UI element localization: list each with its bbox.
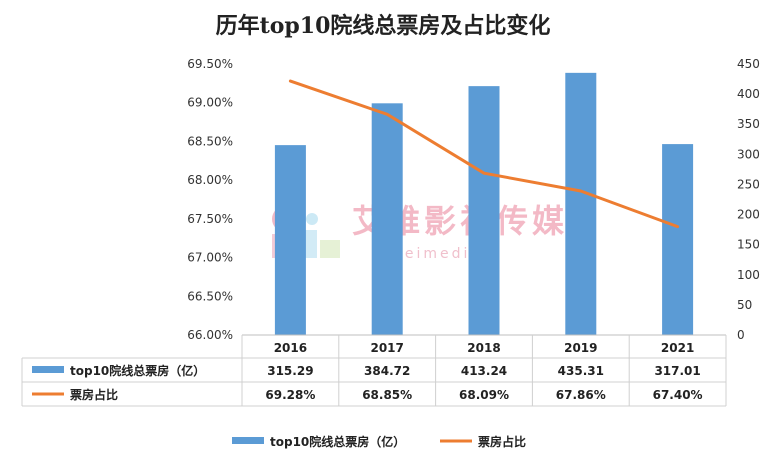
table-line-value: 67.86% — [556, 388, 606, 402]
right-axis-tick: 50 — [737, 298, 752, 312]
left-axis-tick: 67.00% — [187, 251, 233, 265]
table-line-value: 69.28% — [265, 388, 315, 402]
bar-series — [274, 72, 694, 335]
legend-line-label: 票房占比 — [478, 434, 526, 449]
right-axis-tick: 150 — [737, 238, 760, 252]
table-bar-value: 315.29 — [267, 364, 313, 378]
table-category-2019: 2019 — [564, 341, 597, 355]
table-line-value: 68.85% — [362, 388, 412, 402]
chart-title: 历年top10院线总票房及占比变化 — [216, 13, 551, 39]
watermark-logo-dot-small — [306, 213, 318, 225]
legend-bar-swatch — [232, 437, 264, 444]
line-票房占比 — [288, 79, 680, 229]
table-bar-series-name: top10院线总票房（亿） — [70, 363, 205, 378]
bar-2018 — [468, 86, 500, 335]
legend: top10院线总票房（亿） 票房占比 — [232, 434, 526, 449]
table-bar-value: 413.24 — [461, 364, 507, 378]
left-axis-tick: 67.50% — [187, 212, 233, 226]
table-bar-value: 317.01 — [654, 364, 700, 378]
table-bar-value: 435.31 — [558, 364, 604, 378]
legend-bar-label: top10院线总票房（亿） — [270, 434, 405, 449]
right-axis-tick: 200 — [737, 208, 760, 222]
table-category-2017: 2017 — [370, 341, 403, 355]
axes: 66.00% 66.50% 67.00% 67.50% 68.00% 68.50% 69.0… — [187, 57, 760, 342]
bar-2021 — [662, 144, 694, 335]
right-axis-tick: 400 — [737, 87, 760, 101]
left-axis-tick: 66.00% — [187, 328, 233, 342]
table-category-2021: 2021 — [661, 341, 694, 355]
table-line-value: 68.09% — [459, 388, 509, 402]
left-axis-tick: 69.00% — [187, 96, 233, 110]
table-category-2016: 2016 — [274, 341, 307, 355]
watermark-logo-square — [320, 240, 340, 258]
left-axis-tick: 68.00% — [187, 173, 233, 187]
table-bar-value: 384.72 — [364, 364, 410, 378]
right-axis-tick: 350 — [737, 117, 760, 131]
table-line-series-name: 票房占比 — [70, 387, 118, 402]
table-category-2018: 2018 — [467, 341, 500, 355]
right-axis-tick: 0 — [737, 328, 745, 342]
right-axis-tick: 300 — [737, 147, 760, 161]
bar-2016 — [274, 145, 306, 335]
bar-2017 — [371, 103, 403, 335]
line-series — [288, 79, 680, 229]
left-axis-tick: 68.50% — [187, 134, 233, 148]
right-axis-tick: 250 — [737, 177, 760, 191]
bar-2019 — [565, 72, 597, 335]
table-bar-swatch — [32, 366, 64, 373]
left-axis-tick: 69.50% — [187, 57, 233, 71]
table-line-value: 67.40% — [653, 388, 703, 402]
data-table: 2016 315.29 69.28% 2017 384.72 68.85% 2018 413.… — [21, 335, 727, 407]
right-axis-tick: 100 — [737, 268, 760, 282]
left-axis-tick: 66.50% — [187, 289, 233, 303]
right-axis-tick: 450 — [737, 57, 760, 71]
